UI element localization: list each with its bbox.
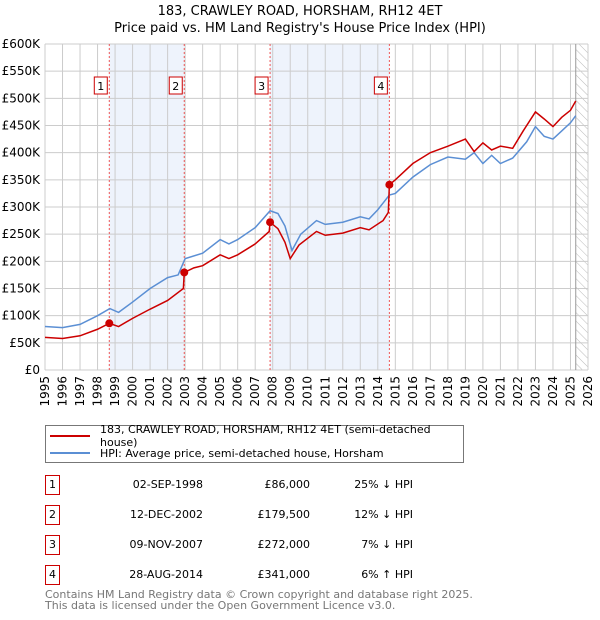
sale-marker-label: 4 bbox=[377, 80, 384, 93]
x-tick-label: 1999 bbox=[108, 376, 122, 407]
sale-date: 12-DEC-2002 bbox=[129, 508, 203, 521]
legend-item-property: 183, CRAWLEY ROAD, HORSHAM, RH12 4ET (se… bbox=[50, 423, 463, 449]
legend-swatch-blue bbox=[50, 452, 90, 454]
legend: 183, CRAWLEY ROAD, HORSHAM, RH12 4ET (se… bbox=[45, 423, 464, 463]
x-tick-label: 2012 bbox=[336, 376, 350, 407]
y-tick-label: £50K bbox=[9, 336, 41, 350]
sale-row: 3 09-NOV-2007 £272,000 7% ↓ HPI bbox=[45, 535, 465, 555]
x-tick-label: 2011 bbox=[318, 376, 332, 407]
x-tick-label: 2009 bbox=[283, 376, 297, 407]
sale-marker-box bbox=[168, 76, 183, 95]
sale-hpi-diff: 6% ↑ HPI bbox=[361, 568, 413, 581]
legend-swatch-red bbox=[50, 435, 90, 437]
x-tick-label: 2018 bbox=[441, 376, 455, 407]
sale-marker-number: 1 bbox=[45, 475, 60, 495]
hpi-line bbox=[44, 115, 577, 329]
footer-copyright: Contains HM Land Registry data © Crown c… bbox=[45, 588, 473, 601]
x-tick-label: 2003 bbox=[178, 376, 192, 407]
x-tick-label: 2019 bbox=[458, 376, 472, 407]
x-tick-label: 2008 bbox=[266, 376, 280, 407]
x-tick-label: 2025 bbox=[563, 376, 577, 407]
legend-item-hpi: HPI: Average price, semi-detached house,… bbox=[50, 445, 384, 461]
sale-marker-number: 2 bbox=[45, 505, 60, 525]
x-tick-label: 2014 bbox=[371, 376, 385, 407]
sale-marker-label: 2 bbox=[172, 80, 179, 93]
legend-label: 183, CRAWLEY ROAD, HORSHAM, RH12 4ET (se… bbox=[100, 423, 431, 449]
sale-point bbox=[385, 180, 394, 189]
y-tick-label: £100K bbox=[2, 309, 42, 323]
x-tick-label: 2004 bbox=[196, 376, 210, 407]
sale-marker-box bbox=[93, 76, 108, 95]
sale-point bbox=[266, 218, 275, 227]
x-tick-label: 2016 bbox=[406, 376, 420, 407]
sale-marker-label: 1 bbox=[97, 80, 104, 93]
x-tick-label: 2022 bbox=[511, 376, 525, 407]
x-tick-label: 1995 bbox=[38, 376, 52, 407]
x-tick-label: 2005 bbox=[213, 376, 227, 407]
x-tick-label: 2001 bbox=[143, 376, 157, 407]
sale-row: 1 02-SEP-1998 £86,000 25% ↓ HPI bbox=[45, 475, 465, 495]
y-tick-label: £200K bbox=[2, 254, 42, 268]
x-tick-label: 1998 bbox=[91, 376, 105, 407]
y-tick-label: £0 bbox=[25, 363, 40, 377]
y-tick-label: £450K bbox=[2, 119, 42, 133]
sale-marker-number: 3 bbox=[45, 535, 60, 555]
chart-subtitle: Price paid vs. HM Land Registry's House … bbox=[114, 21, 486, 36]
x-tick-label: 2010 bbox=[301, 376, 315, 407]
sale-price: £272,000 bbox=[257, 538, 311, 551]
x-tick-label: 2020 bbox=[476, 376, 490, 407]
sale-price: £179,500 bbox=[257, 508, 311, 521]
y-tick-label: £500K bbox=[2, 91, 42, 105]
y-tick-label: £400K bbox=[2, 146, 42, 160]
sale-hpi-diff: 7% ↓ HPI bbox=[361, 538, 413, 551]
sale-marker-label: 3 bbox=[258, 80, 265, 93]
y-tick-label: £600K bbox=[2, 37, 42, 51]
sale-marker-number: 4 bbox=[45, 565, 60, 585]
sale-hpi-diff: 25% ↓ HPI bbox=[354, 478, 413, 491]
x-tick-label: 2015 bbox=[388, 376, 402, 407]
sale-hpi-diff: 12% ↓ HPI bbox=[354, 508, 413, 521]
sale-date: 28-AUG-2014 bbox=[129, 568, 203, 581]
x-tick-label: 2000 bbox=[126, 376, 140, 407]
x-tick-label: 2023 bbox=[528, 376, 542, 407]
sale-date: 09-NOV-2007 bbox=[129, 538, 203, 551]
y-tick-label: £250K bbox=[2, 227, 42, 241]
y-tick-label: £550K bbox=[2, 64, 42, 78]
chart-title: 183, CRAWLEY ROAD, HORSHAM, RH12 4ET bbox=[157, 4, 443, 19]
legend-label: HPI: Average price, semi-detached house,… bbox=[100, 446, 384, 460]
x-tick-label: 2017 bbox=[423, 376, 437, 407]
x-tick-label: 2002 bbox=[161, 376, 175, 407]
x-tick-label: 2006 bbox=[231, 376, 245, 407]
x-tick-label: 2026 bbox=[581, 376, 595, 407]
x-tick-label: 2021 bbox=[493, 376, 507, 407]
sale-price: £86,000 bbox=[264, 478, 311, 491]
y-tick-label: £350K bbox=[2, 173, 42, 187]
y-tick-label: £150K bbox=[2, 282, 42, 296]
x-tick-label: 2007 bbox=[248, 376, 262, 407]
price-paid-line bbox=[44, 100, 577, 340]
sale-row: 4 28-AUG-2014 £341,000 6% ↑ HPI bbox=[45, 565, 465, 585]
sale-price: £341,000 bbox=[257, 568, 311, 581]
sale-row: 2 12-DEC-2002 £179,500 12% ↓ HPI bbox=[45, 505, 465, 525]
plot-area: 1995 1996 1997 1998 1999 2000 2001 2002 2003 2004… bbox=[2, 37, 595, 407]
sale-date: 02-SEP-1998 bbox=[132, 478, 203, 491]
x-tick-label: 2024 bbox=[546, 376, 560, 407]
sale-point bbox=[180, 268, 189, 277]
sale-point bbox=[105, 319, 114, 328]
y-tick-label: £300K bbox=[2, 200, 42, 214]
x-tick-label: 2013 bbox=[353, 376, 367, 407]
sale-marker-box bbox=[373, 76, 388, 95]
footer-licence: This data is licensed under the Open Gov… bbox=[45, 599, 396, 612]
x-tick-label: 1996 bbox=[56, 376, 70, 407]
x-tick-label: 1997 bbox=[73, 376, 87, 407]
sale-marker-box bbox=[254, 76, 269, 95]
